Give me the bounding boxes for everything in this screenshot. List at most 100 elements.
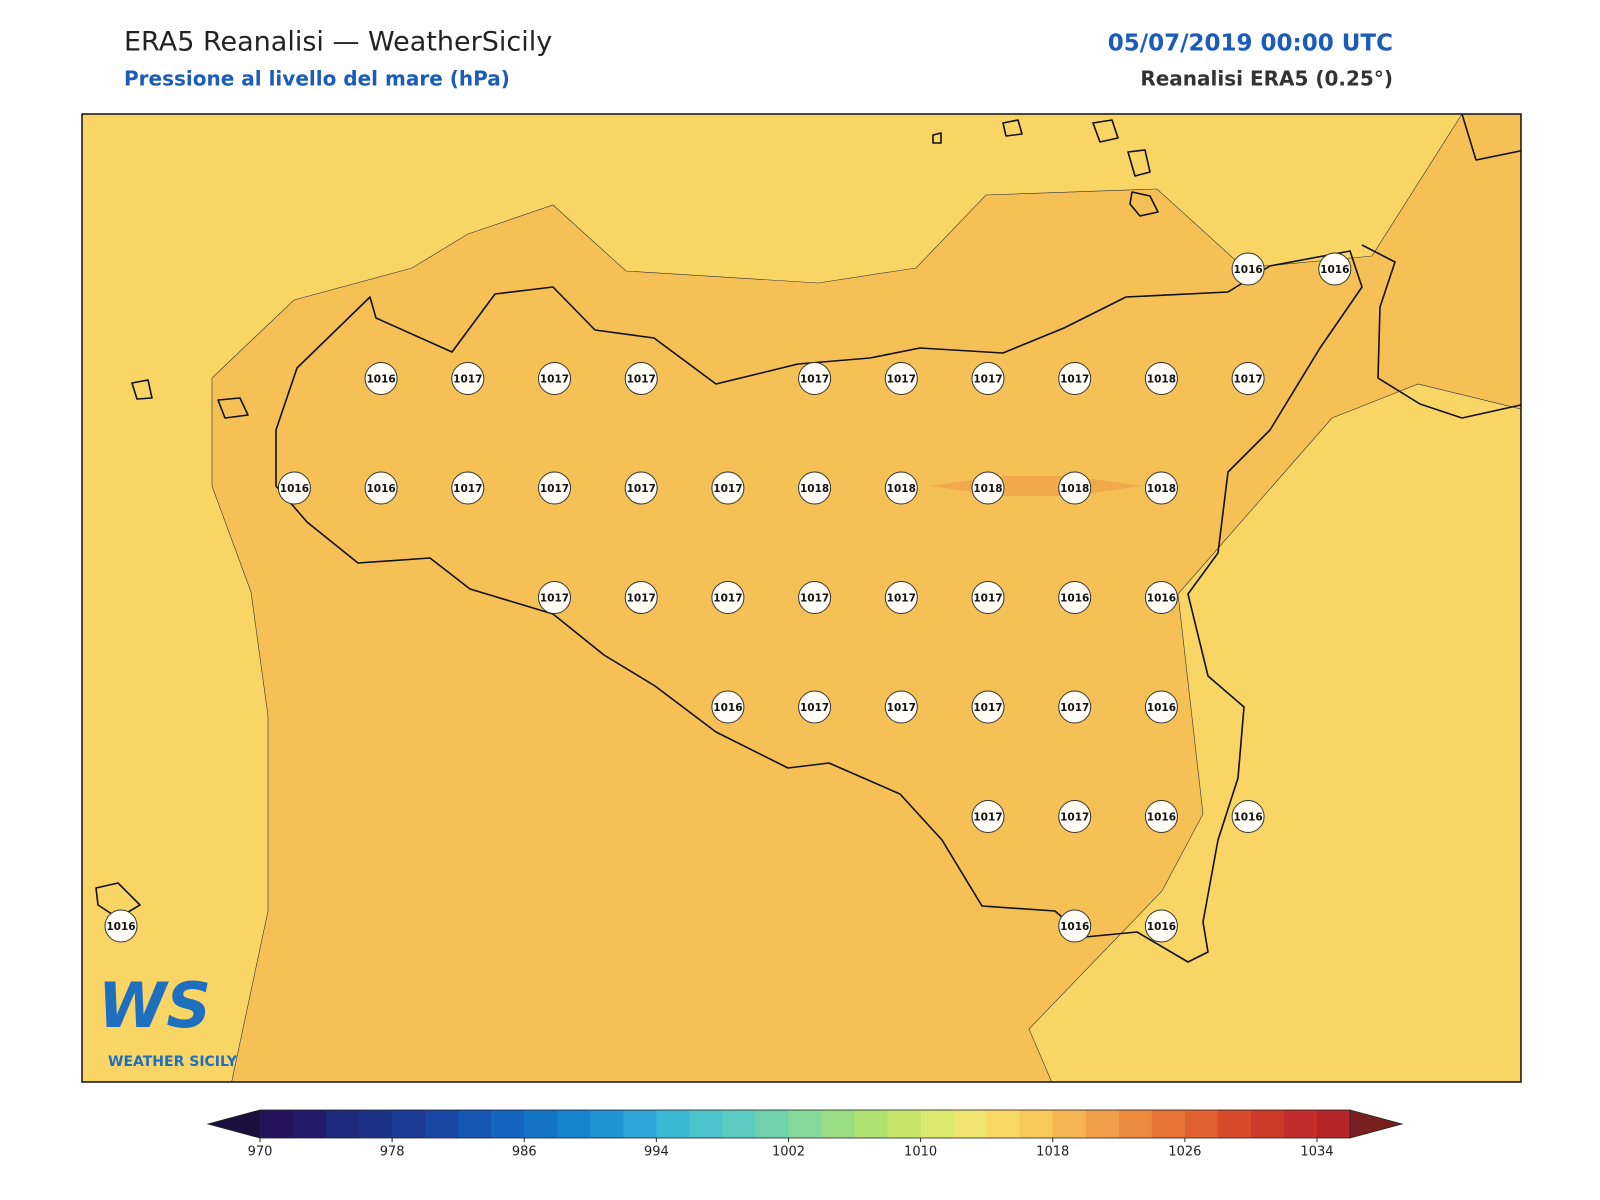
colorbar-segment	[821, 1110, 856, 1138]
station-marker	[277, 471, 311, 505]
station-value: 1016	[1060, 593, 1089, 605]
station-value: 1017	[540, 593, 569, 605]
colorbar-segment	[953, 1110, 988, 1138]
station-marker	[971, 581, 1005, 614]
station-value: 1018	[800, 483, 829, 495]
colorbar-segment	[491, 1110, 525, 1138]
colorbar-tick-label: 1002	[772, 1145, 805, 1160]
colorbar-segment	[722, 1110, 756, 1138]
station-marker	[1058, 362, 1092, 395]
station-value: 1016	[1233, 264, 1262, 276]
station-marker	[624, 471, 658, 505]
colorbar-segment	[590, 1110, 624, 1138]
station-value: 1017	[1060, 812, 1089, 824]
colorbar-segment	[1118, 1110, 1153, 1138]
station-marker	[1144, 800, 1178, 833]
colorbar-segment	[1052, 1110, 1087, 1138]
colorbar-segment	[788, 1110, 823, 1138]
station-value: 1016	[1233, 812, 1262, 824]
station-value: 1017	[800, 702, 829, 714]
colorbar-segment	[425, 1110, 459, 1138]
station-value: 1016	[1147, 812, 1176, 824]
colorbar-segment	[1151, 1110, 1186, 1138]
station-value: 1018	[1147, 374, 1176, 386]
station-marker	[971, 362, 1005, 395]
station-marker	[104, 909, 138, 943]
colorbar-segment	[1184, 1110, 1219, 1138]
station-value: 1017	[973, 374, 1002, 386]
colorbar-segment	[755, 1110, 789, 1138]
station-marker	[624, 581, 658, 614]
station-value: 1017	[453, 374, 482, 386]
station-value: 1018	[973, 483, 1002, 495]
source: Reanalisi ERA5 (0.25°)	[1140, 67, 1393, 91]
station-value: 1017	[887, 593, 916, 605]
station-value: 1017	[1060, 702, 1089, 714]
station-marker	[971, 800, 1005, 833]
colorbar-segment	[392, 1110, 426, 1138]
station-marker	[971, 471, 1005, 505]
station-value: 1017	[973, 702, 1002, 714]
colorbar-segment	[1019, 1110, 1054, 1138]
station-marker	[538, 471, 571, 505]
station-value: 1016	[106, 921, 135, 933]
station-marker	[364, 362, 398, 395]
station-marker	[364, 471, 398, 505]
station-value: 1017	[627, 374, 656, 386]
station-marker	[1058, 471, 1092, 505]
colorbar-segment	[1316, 1110, 1351, 1138]
islands	[95, 119, 1159, 919]
station-value: 1016	[366, 483, 395, 495]
colorbar-segment	[689, 1110, 723, 1138]
colorbar-segment	[1283, 1110, 1318, 1138]
colorbar-segment	[458, 1110, 492, 1138]
station-marker	[711, 471, 745, 505]
station-value: 1017	[887, 374, 916, 386]
station-marker	[451, 471, 485, 505]
station-value: 1016	[713, 702, 742, 714]
station-value: 1016	[1060, 921, 1089, 933]
station-value: 1017	[627, 593, 656, 605]
station-value: 1017	[973, 812, 1002, 824]
map: 1016 1016 1016 1017 1017 1017 1017 1017 1017 1017…	[81, 113, 1522, 1083]
station-marker	[798, 690, 832, 724]
station-marker	[1058, 909, 1092, 943]
station-marker	[1058, 800, 1092, 833]
station-marker	[1231, 252, 1265, 286]
station-value: 1016	[1147, 702, 1176, 714]
station-marker	[538, 581, 571, 614]
station-marker	[1058, 581, 1092, 614]
station-value: 1018	[887, 483, 916, 495]
colorbar-tick-label: 1018	[1036, 1145, 1069, 1160]
station-value: 1016	[1147, 921, 1176, 933]
calabria-coast	[1361, 114, 1521, 419]
colorbar-segment	[260, 1110, 294, 1138]
colorbar-segment	[920, 1110, 955, 1138]
colorbar-segment	[557, 1110, 591, 1138]
station-value: 1017	[713, 593, 742, 605]
station-marker	[884, 362, 918, 395]
title: ERA5 Reanalisi — WeatherSicily	[124, 27, 552, 58]
station-value: 1017	[540, 374, 569, 386]
station-marker	[1144, 471, 1178, 505]
colorbar-segment	[656, 1110, 690, 1138]
station-value: 1017	[887, 702, 916, 714]
station-marker	[1231, 362, 1265, 395]
station-marker	[1144, 909, 1178, 943]
station-marker	[884, 471, 918, 505]
station-marker	[1144, 581, 1178, 614]
station-marker	[538, 362, 571, 395]
colorbar-segment	[293, 1110, 327, 1138]
station-value: 1017	[540, 483, 569, 495]
colorbar: 970 978 986 994 1002 1010 1018 1026 1034	[206, 1109, 1404, 1160]
station-value: 1017	[453, 483, 482, 495]
station-value: 1018	[1147, 483, 1176, 495]
subtitle: Pressione al livello del mare (hPa)	[124, 67, 510, 91]
station-marker	[971, 690, 1005, 724]
stations: 1016 1016 1016 1017 1017 1017 1017 1017 1017 1017…	[104, 252, 1352, 943]
station-marker	[1231, 800, 1265, 833]
datetime: 05/07/2019 00:00 UTC	[1108, 31, 1393, 57]
station-value: 1017	[713, 483, 742, 495]
colorbar-tick-label: 1034	[1300, 1145, 1333, 1160]
